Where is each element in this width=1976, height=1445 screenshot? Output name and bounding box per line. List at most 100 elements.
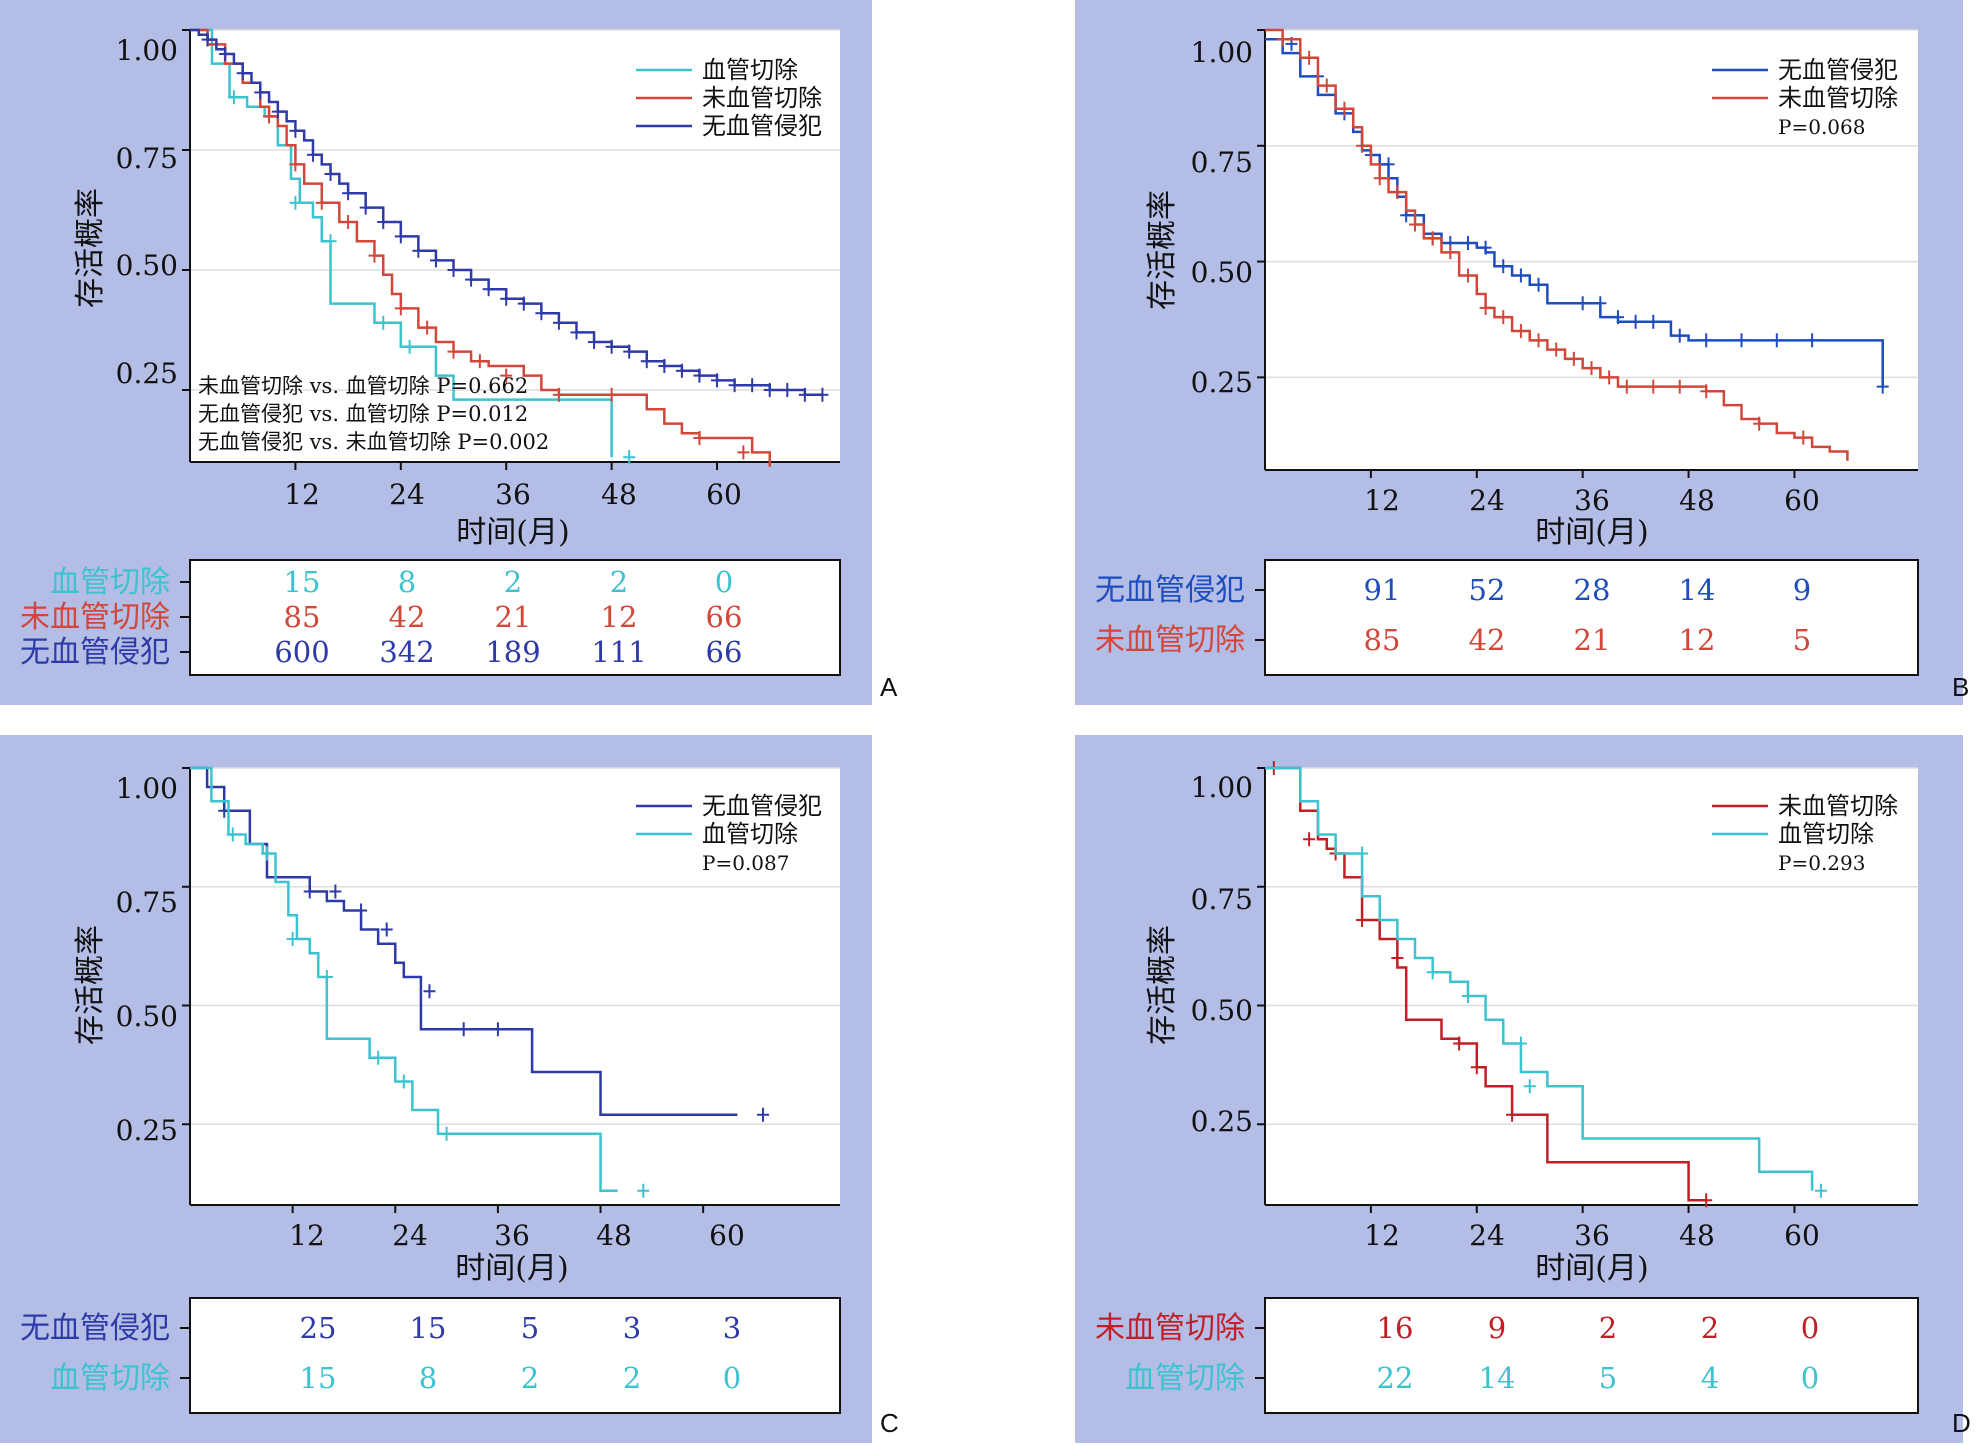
censor-mark xyxy=(757,1107,770,1122)
censor-mark xyxy=(1276,32,1289,47)
censor-mark xyxy=(423,984,436,999)
censor-mark xyxy=(421,320,434,335)
censor-mark xyxy=(289,157,302,172)
censor-mark xyxy=(1647,379,1660,394)
panel-a-curves xyxy=(190,28,829,467)
censor-mark xyxy=(219,47,232,61)
censor-mark xyxy=(482,282,495,297)
censor-mark xyxy=(465,272,478,287)
censor-mark xyxy=(1497,310,1510,325)
annotation-text: 无血管侵犯 vs. 血管切除 P=0.012 xyxy=(198,402,528,426)
censor-mark xyxy=(1479,240,1492,255)
p-value-text: P=0.068 xyxy=(1778,115,1865,139)
censor-mark xyxy=(1514,1036,1527,1051)
risk-row-label: 未血管切除 xyxy=(1095,623,1245,658)
censor-mark xyxy=(254,85,267,100)
censor-mark xyxy=(1444,245,1457,260)
censor-mark xyxy=(1620,379,1633,394)
censor-mark xyxy=(236,66,249,81)
panel-d-y-ticks: 1.00 0.75 0.50 0.25 xyxy=(1191,771,1253,1138)
risk-count: 0 xyxy=(715,565,733,599)
panel-d-plot-area xyxy=(1265,768,1918,1205)
censor-mark xyxy=(491,1022,504,1037)
legend-label: 未血管切除 xyxy=(702,84,822,112)
risk-count: 111 xyxy=(591,635,646,669)
panel-c-grid xyxy=(182,767,840,1213)
censor-mark xyxy=(1461,236,1474,251)
panel-d-label: D xyxy=(1952,1408,1971,1438)
censor-mark xyxy=(380,922,393,937)
risk-count: 25 xyxy=(300,1311,337,1345)
censor-mark xyxy=(1770,333,1783,348)
y-tick-label: 0.25 xyxy=(116,1114,178,1147)
censor-mark xyxy=(1320,78,1333,93)
censor-mark xyxy=(226,827,239,842)
km-curve-b-1 xyxy=(1265,28,1849,461)
censor-mark xyxy=(403,339,416,354)
panel-a-risk-table xyxy=(189,559,841,676)
panel-a-label: A xyxy=(880,672,898,702)
x-tick-label: 36 xyxy=(1574,1219,1610,1252)
risk-row-label: 血管切除 xyxy=(1125,1361,1245,1396)
censor-mark xyxy=(315,195,328,210)
x-tick-label: 60 xyxy=(1784,1219,1820,1252)
censor-mark xyxy=(693,368,706,383)
x-tick-label: 12 xyxy=(1364,484,1400,517)
censor-mark xyxy=(1550,342,1563,357)
censor-mark xyxy=(763,383,776,397)
censor-mark xyxy=(359,200,372,215)
censor-mark xyxy=(1373,171,1386,186)
panel-d-risk-table xyxy=(1264,1297,1919,1414)
risk-count: 66 xyxy=(706,635,743,669)
censor-mark xyxy=(1391,951,1404,965)
censor-mark xyxy=(412,243,425,258)
x-tick-label: 48 xyxy=(596,1219,632,1252)
censor-mark xyxy=(1356,913,1369,927)
censor-mark xyxy=(1426,965,1439,980)
panel-d-curves xyxy=(1265,761,1827,1208)
risk-count: 0 xyxy=(1801,1311,1819,1345)
annotation-text: 无血管侵犯 vs. 未血管切除 P=0.002 xyxy=(198,430,549,454)
panel-c-y-ticks: 1.00 0.75 0.50 0.25 xyxy=(116,772,178,1147)
y-tick-label: 0.50 xyxy=(1191,256,1253,289)
censor-mark xyxy=(1382,157,1395,172)
censor-mark xyxy=(1673,328,1686,343)
x-tick-label: 12 xyxy=(284,478,320,511)
risk-row-label: 无血管侵犯 xyxy=(20,635,170,670)
censor-mark xyxy=(1514,268,1527,283)
censor-mark xyxy=(1647,314,1660,329)
censor-mark xyxy=(1567,351,1580,366)
censor-mark xyxy=(440,1126,453,1141)
risk-count: 600 xyxy=(274,635,329,669)
panel-b-risk-rows: 无血管侵犯 91 52 28 14 9 未血管切除 85 42 21 12 5 xyxy=(1095,573,1811,658)
panel-a: 1.00 0.75 0.50 0.25 12 24 36 48 60 存活概率 … xyxy=(0,0,898,705)
panel-b-legend: 无血管侵犯 未血管切除 P=0.068 xyxy=(1712,56,1898,139)
x-tick-label: 24 xyxy=(392,1219,428,1252)
risk-count: 3 xyxy=(623,1311,641,1345)
panel-c-risk-table xyxy=(189,1297,841,1414)
risk-row-label: 无血管侵犯 xyxy=(20,1311,170,1346)
risk-count: 12 xyxy=(1679,623,1716,657)
y-tick-label: 1.00 xyxy=(1191,771,1253,804)
risk-count: 21 xyxy=(1574,623,1611,657)
censor-mark xyxy=(1735,333,1748,348)
censor-mark xyxy=(1753,416,1766,431)
x-tick-label: 24 xyxy=(389,478,425,511)
censor-mark xyxy=(324,234,337,249)
panel-c-risk-rows: 无血管侵犯 25 15 5 3 3 血管切除 15 8 2 2 0 xyxy=(20,1311,741,1396)
risk-count: 15 xyxy=(284,565,321,599)
censor-mark xyxy=(570,325,583,340)
y-tick-label: 0.75 xyxy=(1191,883,1253,916)
censor-mark xyxy=(517,296,530,311)
censor-mark xyxy=(1576,296,1589,311)
x-tick-label: 60 xyxy=(706,478,742,511)
x-axis-label: 时间(月) xyxy=(456,515,569,550)
legend-label: 未血管切除 xyxy=(1778,792,1898,820)
censor-mark xyxy=(447,344,460,359)
risk-count: 14 xyxy=(1679,573,1716,607)
risk-count: 5 xyxy=(1599,1361,1617,1395)
risk-row-label: 未血管切除 xyxy=(1095,1311,1245,1346)
censor-mark xyxy=(1409,217,1422,232)
panel-c-legend: 无血管侵犯 血管切除 P=0.087 xyxy=(636,792,822,875)
y-tick-label: 0.25 xyxy=(116,357,178,390)
